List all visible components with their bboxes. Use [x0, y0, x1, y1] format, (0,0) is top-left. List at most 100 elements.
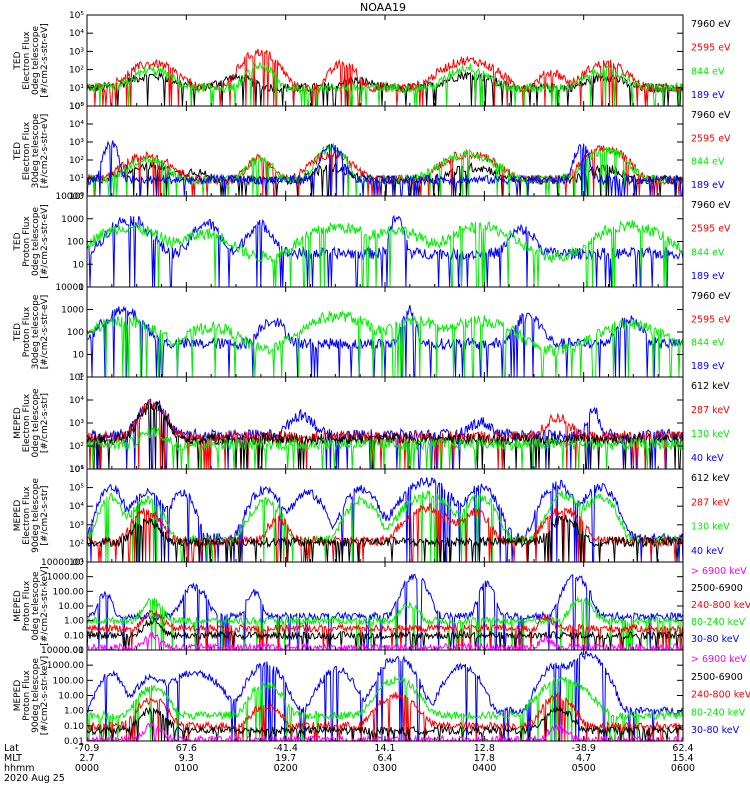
panel-7-ylabel-line: [#/cm2-s-str-keV] — [40, 566, 50, 645]
y-tick-label: 10² — [69, 156, 84, 166]
y-tick-label: 10000.00 — [41, 558, 84, 568]
panel-4-series-844-ev — [86, 310, 684, 378]
panel-5-ylabel-line: Electron Flux — [22, 393, 32, 452]
panel-8-ylabel-line: MEPED — [13, 680, 23, 712]
panel-1-legend-entry: 844 eV — [691, 66, 725, 77]
x-tick-label-hhmm: 0600 — [671, 763, 695, 774]
x-row-label-mlt: MLT — [4, 753, 22, 764]
panel-2-ylabel-line: 30deg telescope — [31, 113, 41, 188]
panel-4-ylabel-line: Proton Flux — [22, 306, 32, 357]
panel-8-legend-entry: 240-800 keV — [691, 690, 750, 701]
panel-8-series-30-80-kev — [86, 650, 684, 742]
y-tick-label: 10⁰ — [69, 192, 84, 202]
y-tick-label: 1000 — [61, 215, 84, 225]
y-tick-label: 10 — [73, 260, 85, 270]
panel-8-series-2500-6900 — [86, 704, 684, 742]
panel-3-legend-entry: 2595 eV — [691, 224, 731, 235]
panel-7-legend-entry: 2500-6900 — [691, 583, 743, 594]
panel-8-ylabel-line: [#/cm2-s-str-keV] — [40, 656, 50, 735]
panel-8-ylabel-line: Proton Flux — [22, 670, 32, 721]
y-tick-label: 10000 — [55, 283, 84, 293]
y-tick-label: 10⁵ — [69, 11, 84, 21]
panel-8: 0.01 0.10 1.00 10.00 100.00 1000.00 10000.00 ME… — [13, 646, 750, 747]
y-tick-label: 10⁵ — [69, 373, 84, 383]
panel-3-legend-entry: 7960 eV — [691, 200, 731, 211]
y-tick-label: 1 — [78, 283, 84, 293]
panel-6-series-40-kev — [86, 477, 684, 563]
panel-5-legend-entry: 287 keV — [691, 405, 730, 416]
x-tick-label-mlt: 6.4 — [377, 753, 392, 764]
panel-8-series-240-800-kev — [86, 691, 684, 742]
x-tick-label-mlt: 2.7 — [79, 753, 94, 764]
y-tick-label: 10 — [73, 351, 85, 361]
y-tick-label: 10³ — [69, 419, 84, 429]
panel-6-ylabel-line: MEPED — [13, 500, 23, 532]
y-tick-label: 10⁴ — [69, 29, 84, 39]
panel-5-ylabel-line: MEPED — [13, 407, 23, 439]
panel-7-legend-entry: 30-80 keV — [691, 634, 740, 645]
panel-5-legend-entry: 130 keV — [691, 429, 730, 440]
y-tick-label: 0.10 — [64, 722, 84, 732]
panel-8-legend-entry: 2500-6900 — [691, 672, 743, 683]
panel-7-legend-entry: > 6900 keV — [691, 566, 747, 577]
y-tick-label: 10⁴ — [69, 502, 84, 512]
panel-1-frame — [86, 14, 684, 107]
panel-4-legend-entry: 189 eV — [691, 361, 725, 372]
panel-5-ylabel-line: [#/cm2-s-str] — [40, 393, 50, 453]
panel-4-ylabel-line: 30deg telescope — [31, 294, 41, 369]
panel-5-frame — [86, 376, 684, 470]
y-tick-label: 10.00 — [58, 692, 84, 702]
panel-2-legend-entry: 189 eV — [691, 180, 725, 191]
panel-3-ylabel-line: [#/cm2-s-str-eV] — [40, 204, 50, 279]
panel-4-ylabel-line: TED — [13, 323, 23, 342]
x-tick-label-mlt: 15.4 — [672, 753, 693, 764]
panel-5-series-612-kev — [86, 401, 684, 470]
y-tick-label: 10³ — [69, 521, 84, 531]
panel-7-ylabel-line: Proton Flux — [22, 580, 32, 631]
y-tick-label: 1 — [78, 373, 84, 383]
panel-7-legend-entry: 80-240 keV — [691, 617, 746, 628]
panel-6-ylabel-line: 90deg telescope — [31, 478, 41, 553]
panel-6-series-130-kev — [86, 490, 684, 563]
panel-3: 1 10 100 1000 10000 TED Proton Flux 0deg telesc… — [13, 192, 731, 293]
x-tick-label-hhmm: 0200 — [274, 763, 298, 774]
panel-7-ylabel-line: 0deg telescope — [31, 571, 41, 641]
panel-1-ylabel-line: [#/cm2-s-str-eV] — [40, 23, 50, 98]
panel-3-legend-entry: 844 eV — [691, 247, 725, 258]
y-tick-label: 10⁴ — [69, 120, 84, 130]
panel-8-legend-entry: > 6900 keV — [691, 654, 747, 665]
panel-6-legend-entry: 287 keV — [691, 497, 730, 508]
y-tick-label: 10⁴ — [69, 396, 84, 406]
panel-3-ylabel-line: TED — [13, 232, 23, 251]
x-tick-label-lat: -41.4 — [273, 743, 298, 754]
y-tick-label: 10² — [69, 442, 84, 452]
y-tick-label: 100.00 — [53, 676, 85, 686]
panel-6: 10¹ 10² 10³ 10⁴ 10⁵ 10⁶ MEPED Electron Flux 90de… — [13, 465, 730, 568]
panel-7-series-240-800-kev — [86, 609, 684, 651]
panel-1-legend-entry: 189 eV — [691, 90, 725, 101]
panel-1-ylabel-line: TED — [13, 51, 23, 70]
y-tick-label: 10³ — [69, 47, 84, 57]
figure-title: NOAA19 — [360, 1, 406, 14]
y-tick-label: 1.00 — [64, 617, 84, 627]
date-label: 2020 Aug 25 — [4, 773, 65, 784]
y-tick-label: 10⁵ — [69, 484, 84, 494]
x-tick-label-hhmm: 0100 — [174, 763, 198, 774]
panel-1-legend-entry: 7960 eV — [691, 19, 731, 30]
panel-6-legend-entry: 612 keV — [691, 473, 730, 484]
panel-7-legend-entry: 240-800 keV — [691, 600, 750, 611]
panel-8-legend-entry: 30-80 keV — [691, 725, 740, 736]
panel-4-ylabel-line: [#/cm2-s-str-eV] — [40, 295, 50, 370]
y-tick-label: 10³ — [69, 138, 84, 148]
y-tick-label: 10¹ — [69, 558, 84, 568]
panel-3-series-844-ev — [86, 220, 684, 288]
panel-1-ylabel-line: Electron Flux — [22, 31, 32, 90]
panel-8-series-80-240-kev — [86, 675, 684, 742]
panel-7: 0.01 0.10 1.00 10.00 100.00 1000.00 10000.00 ME… — [13, 558, 750, 656]
panel-4-legend-entry: 7960 eV — [691, 291, 731, 302]
panel-5-series-130-kev — [86, 426, 684, 470]
x-tick-label-lat: 14.1 — [374, 743, 395, 754]
y-tick-label: 0.01 — [64, 646, 84, 656]
